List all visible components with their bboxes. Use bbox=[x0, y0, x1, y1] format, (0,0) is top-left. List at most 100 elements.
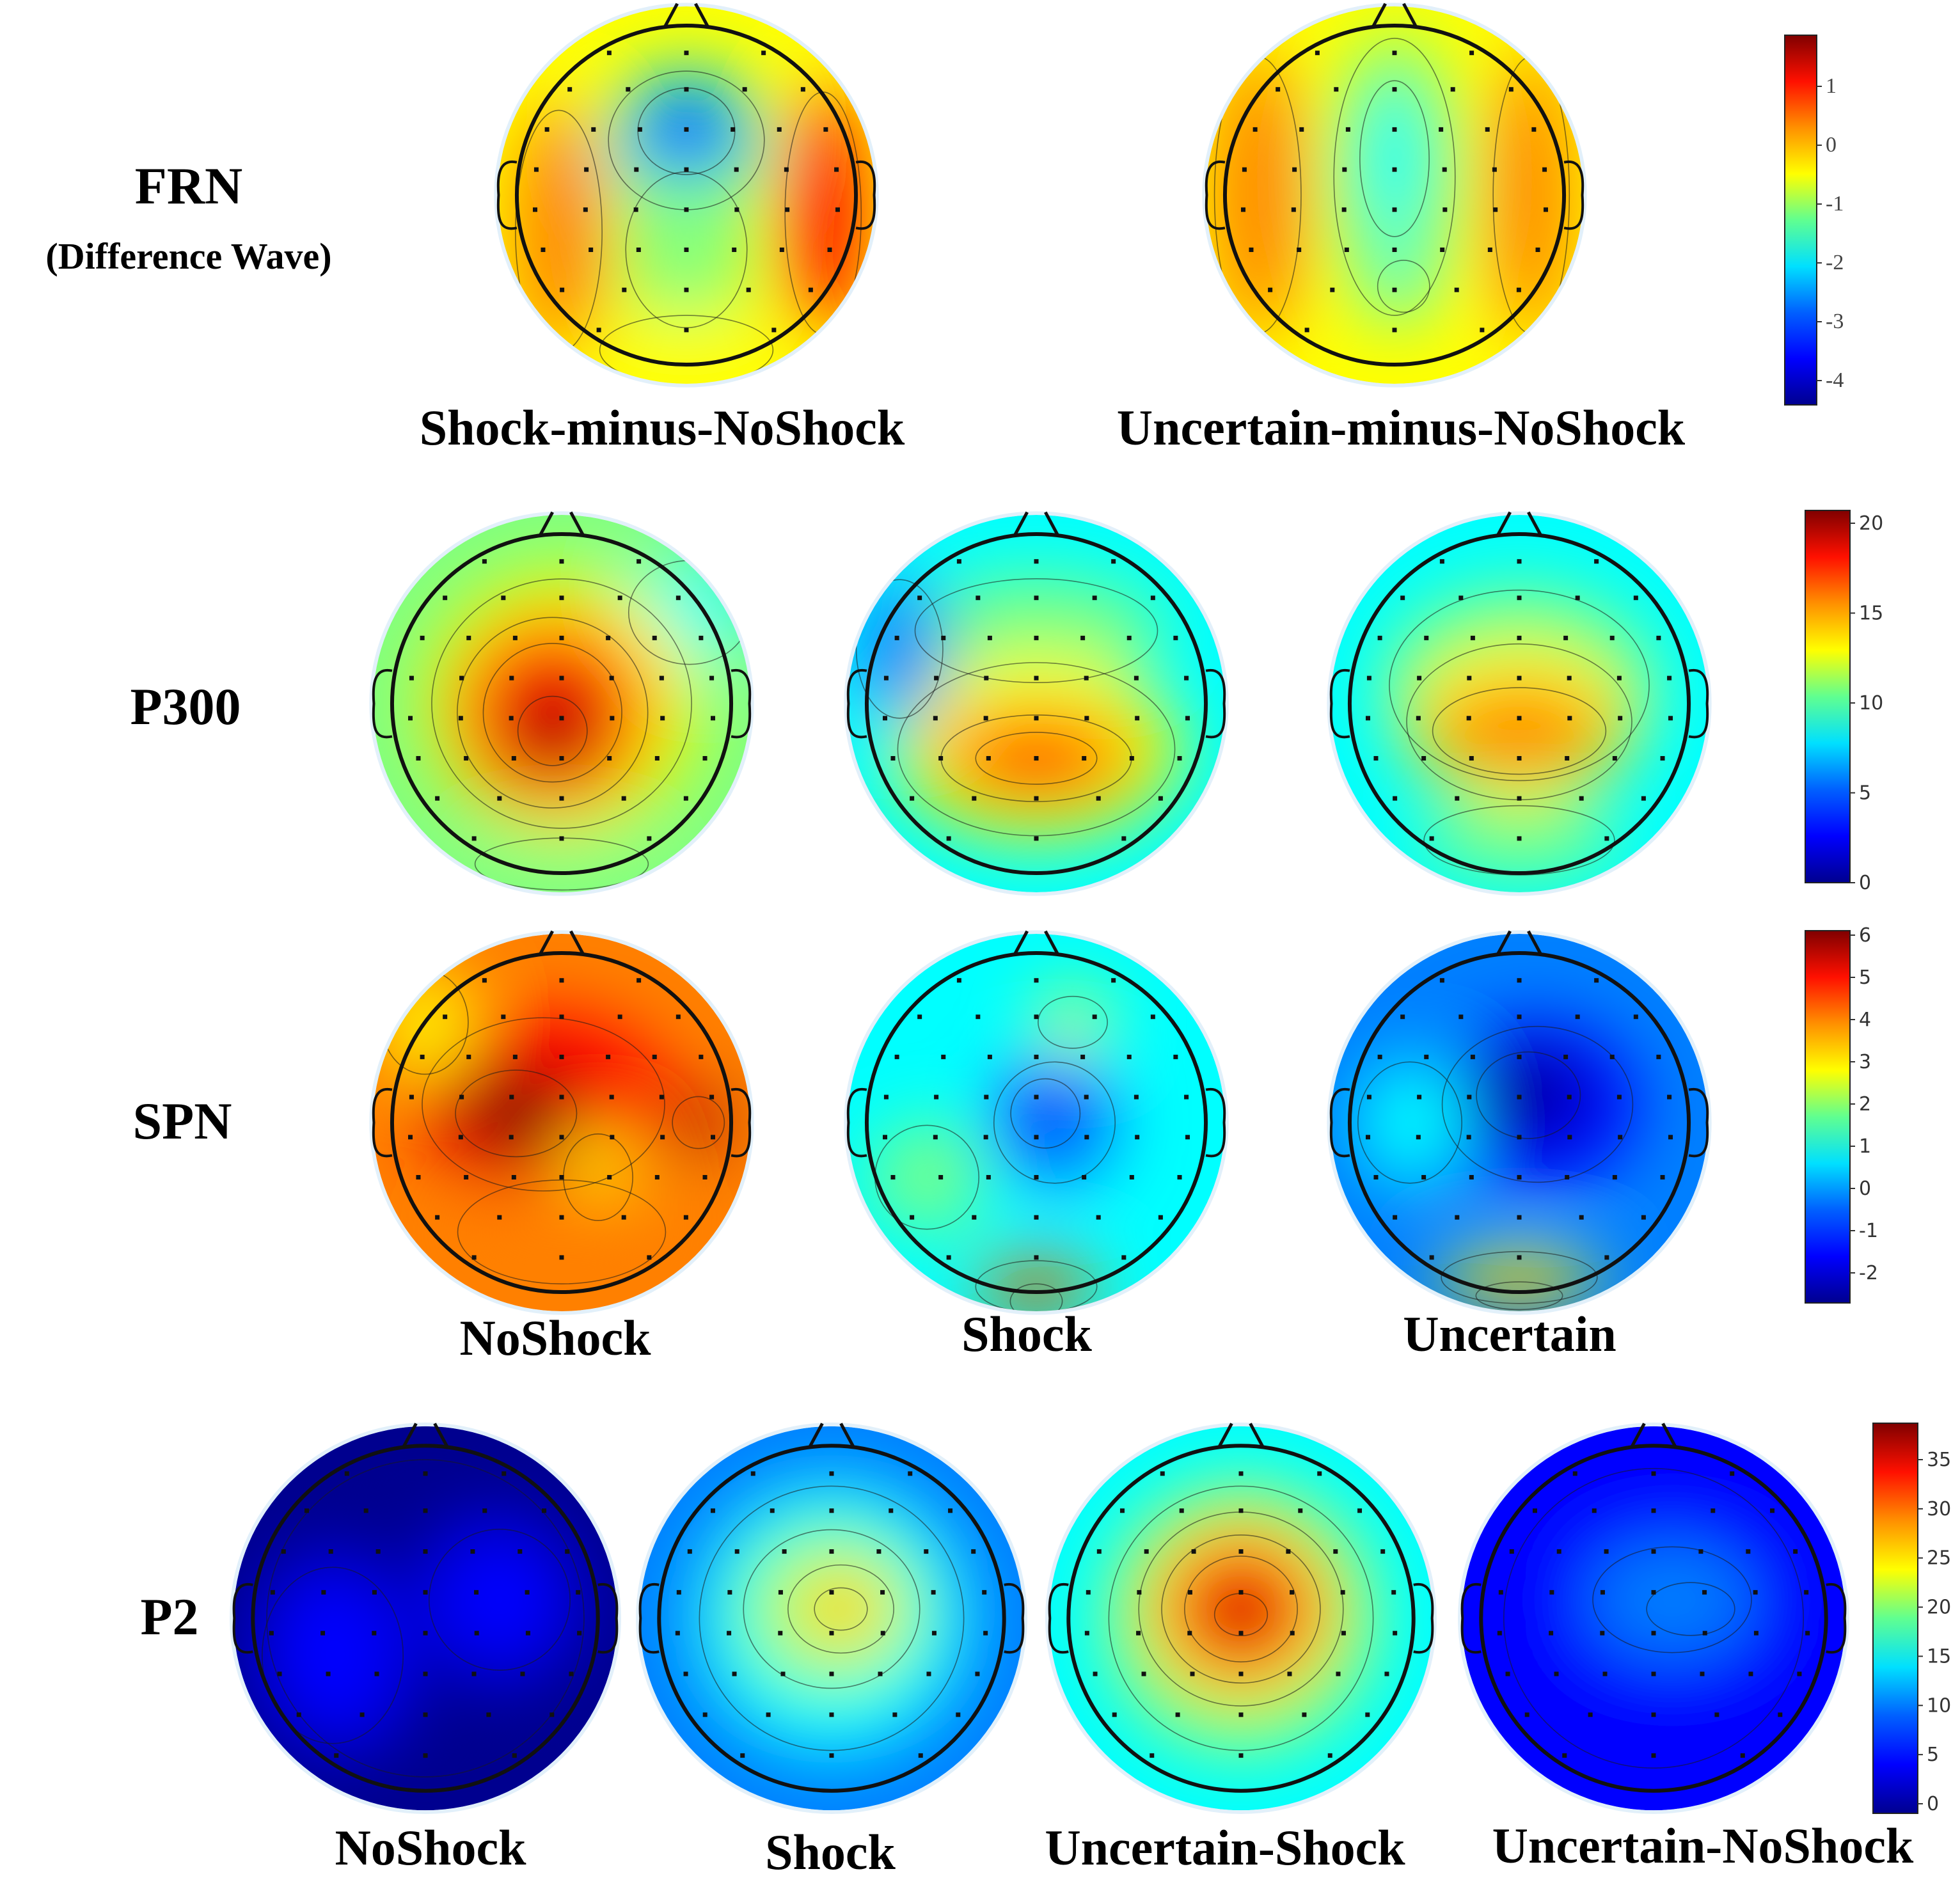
frn-shock-minus-noshock-map-electrode bbox=[785, 207, 790, 212]
p300-uncertain-map-electrode bbox=[1517, 675, 1522, 681]
p300-shock-map-electrode bbox=[983, 716, 988, 721]
p2-shock-map-electrode bbox=[829, 1671, 834, 1676]
p300-uncertain-map-electrode bbox=[1668, 716, 1673, 721]
p2-shock-map-electrode bbox=[727, 1589, 732, 1595]
frn-uncertain-minus-noshock-map-contour-line bbox=[1359, 80, 1430, 237]
frn-shock-minus-noshock-map-electrode bbox=[834, 167, 839, 172]
p300-noshock-map-electrode bbox=[509, 675, 514, 681]
p2-uncertain-shock-map-electrode bbox=[1391, 1589, 1396, 1595]
p300-noshock-map-electrode bbox=[464, 756, 469, 761]
frn-uncertain-minus-noshock-map-electrode bbox=[1299, 127, 1304, 132]
p300-uncertain-map-electrode bbox=[1565, 756, 1570, 761]
spn-noshock-map-electrode bbox=[559, 1215, 564, 1220]
p300-shock-map-right-ear bbox=[1205, 668, 1226, 739]
spn-uncertain-map-electrode bbox=[1633, 1014, 1638, 1020]
p2-uncertain-shock-map-electrode bbox=[1175, 1712, 1180, 1717]
spn-uncertain-map-electrode bbox=[1467, 1094, 1472, 1100]
p300-noshock-map-electrode bbox=[459, 675, 464, 681]
p2-uncertain-noshock-map-electrode bbox=[1549, 1589, 1554, 1595]
p2-colorbar-tick-label: 25 bbox=[1927, 1547, 1951, 1570]
p2-caption-noshock: NoShock bbox=[335, 1820, 526, 1875]
spn-uncertain-map-contour-line bbox=[1357, 1061, 1463, 1184]
p300-uncertain-map-nose bbox=[1527, 511, 1543, 537]
p2-uncertain-noshock-map-electrode bbox=[1753, 1589, 1758, 1595]
p300-shock-map-electrode bbox=[1084, 716, 1089, 721]
p2-shock-map-electrode bbox=[710, 1508, 715, 1513]
p2-uncertain-noshock-map-electrode bbox=[1549, 1630, 1554, 1636]
frn-uncertain-minus-noshock-map-potential-region bbox=[1376, 258, 1431, 314]
p300-shock-map-electrode bbox=[933, 716, 938, 721]
p2-uncertain-noshock-map-electrode bbox=[1778, 1712, 1783, 1717]
frn-shock-minus-noshock-map-electrode bbox=[544, 127, 549, 132]
p2-shock-map-electrode bbox=[926, 1671, 931, 1676]
p2-uncertain-noshock-map-electrode bbox=[1793, 1549, 1798, 1554]
p2-noshock-map-electrode bbox=[363, 1508, 368, 1513]
spn-noshock-map-nose bbox=[538, 930, 554, 956]
spn-shock-map-electrode bbox=[1126, 1054, 1132, 1059]
frn-uncertain-minus-noshock-map-electrode bbox=[1297, 248, 1302, 252]
spn-uncertain-map-potential-region bbox=[1355, 1059, 1465, 1187]
spn-noshock-map-electrode bbox=[501, 1014, 506, 1020]
p2-uncertain-shock-map-electrode bbox=[1119, 1508, 1125, 1513]
p2-uncertain-shock-map-electrode bbox=[1384, 1671, 1389, 1676]
p2-uncertain-shock-map-electrode bbox=[1298, 1508, 1303, 1513]
frn-uncertain-minus-noshock-map-electrode bbox=[1392, 127, 1397, 132]
p300-shock-map-electrode bbox=[1092, 595, 1097, 601]
frn-uncertain-minus-noshock-map-electrode bbox=[1291, 207, 1296, 212]
spn-uncertain-map-head-outline bbox=[1347, 950, 1691, 1295]
frn-shock-minus-noshock-map-electrode bbox=[532, 207, 537, 212]
p300-colorbar-gradient bbox=[1805, 510, 1851, 883]
spn-shock-map-electrode bbox=[1080, 1054, 1086, 1059]
p2-uncertain-shock-map-electrode bbox=[1191, 1549, 1196, 1554]
p300-shock-map-contour-line bbox=[914, 578, 1158, 684]
p300-uncertain-map-electrode bbox=[1366, 675, 1371, 681]
p2-shock-map-electrode bbox=[948, 1508, 953, 1513]
frn-colorbar-tick-label: -3 bbox=[1826, 310, 1844, 333]
p2-uncertain-shock-map-electrode bbox=[1238, 1508, 1244, 1513]
frn-shock-minus-noshock-map-electrode bbox=[827, 248, 832, 252]
p300-noshock-map-potential-region bbox=[470, 837, 653, 892]
frn-uncertain-minus-noshock-map-electrode bbox=[1454, 287, 1459, 292]
p300-noshock-map-electrode bbox=[606, 635, 611, 640]
spn-noshock-map-contour-line bbox=[457, 1179, 667, 1285]
frn-uncertain-minus-noshock-map-electrode bbox=[1342, 167, 1347, 172]
frn-uncertain-minus-noshock-map-electrode bbox=[1542, 167, 1547, 172]
spn-noshock-map-electrode bbox=[420, 1054, 425, 1059]
spn-uncertain-map-electrode bbox=[1470, 1054, 1475, 1059]
p300-shock-map-electrode bbox=[1185, 716, 1190, 721]
p300-noshock-map-electrode bbox=[458, 716, 463, 721]
frn-shock-minus-noshock-map-electrode bbox=[779, 248, 784, 252]
p2-uncertain-noshock-map-electrode bbox=[1748, 1671, 1753, 1676]
p300-noshock-map-electrode bbox=[482, 559, 487, 564]
spn-uncertain-map-electrode bbox=[1400, 1014, 1405, 1020]
frn-uncertain-minus-noshock-map-electrode bbox=[1292, 167, 1297, 172]
spn-shock-map-electrode bbox=[972, 1215, 977, 1220]
frn-row-sublabel: (Difference Wave) bbox=[45, 235, 331, 277]
frn-uncertain-minus-noshock-map-electrode bbox=[1531, 127, 1537, 132]
spn-shock-map-electrode bbox=[1129, 1175, 1134, 1179]
frn-shock-minus-noshock-map-electrode bbox=[684, 287, 689, 292]
spn-noshock-map-electrode bbox=[482, 978, 487, 983]
p2-noshock-map-electrode bbox=[518, 1549, 523, 1554]
p300-colorbar-tick-label: 10 bbox=[1859, 692, 1883, 714]
p2-row-label: P2 bbox=[140, 1588, 198, 1646]
frn-shock-minus-noshock-map-electrode bbox=[622, 287, 627, 292]
p2-uncertain-noshock-map-electrode bbox=[1740, 1753, 1745, 1758]
spn-shock-map-electrode bbox=[1150, 1014, 1155, 1020]
spn-uncertain-map-electrode bbox=[1616, 1094, 1622, 1100]
p2-uncertain-shock-map-electrode bbox=[1327, 1753, 1332, 1758]
p2-shock-map-electrode bbox=[829, 1549, 834, 1554]
spn-uncertain-map-electrode bbox=[1567, 1135, 1572, 1140]
p2-uncertain-noshock-map-electrode bbox=[1651, 1471, 1656, 1476]
p300-noshock-map-electrode bbox=[610, 716, 615, 721]
p2-noshock-map-electrode bbox=[569, 1671, 574, 1676]
p300-noshock-map-electrode bbox=[471, 836, 477, 841]
frn-shock-minus-noshock-map-electrode bbox=[684, 127, 689, 132]
p2-shock-map-electrode bbox=[983, 1630, 988, 1636]
p300-uncertain-map-electrode bbox=[1400, 595, 1405, 601]
p300-shock-map-electrode bbox=[883, 675, 889, 681]
p2-uncertain-noshock-map-nose bbox=[1629, 1423, 1646, 1449]
spn-noshock-map-electrode bbox=[709, 1094, 715, 1100]
p300-shock-map-electrode bbox=[917, 595, 922, 601]
p2-uncertain-shock-map-electrode bbox=[1341, 1630, 1346, 1636]
